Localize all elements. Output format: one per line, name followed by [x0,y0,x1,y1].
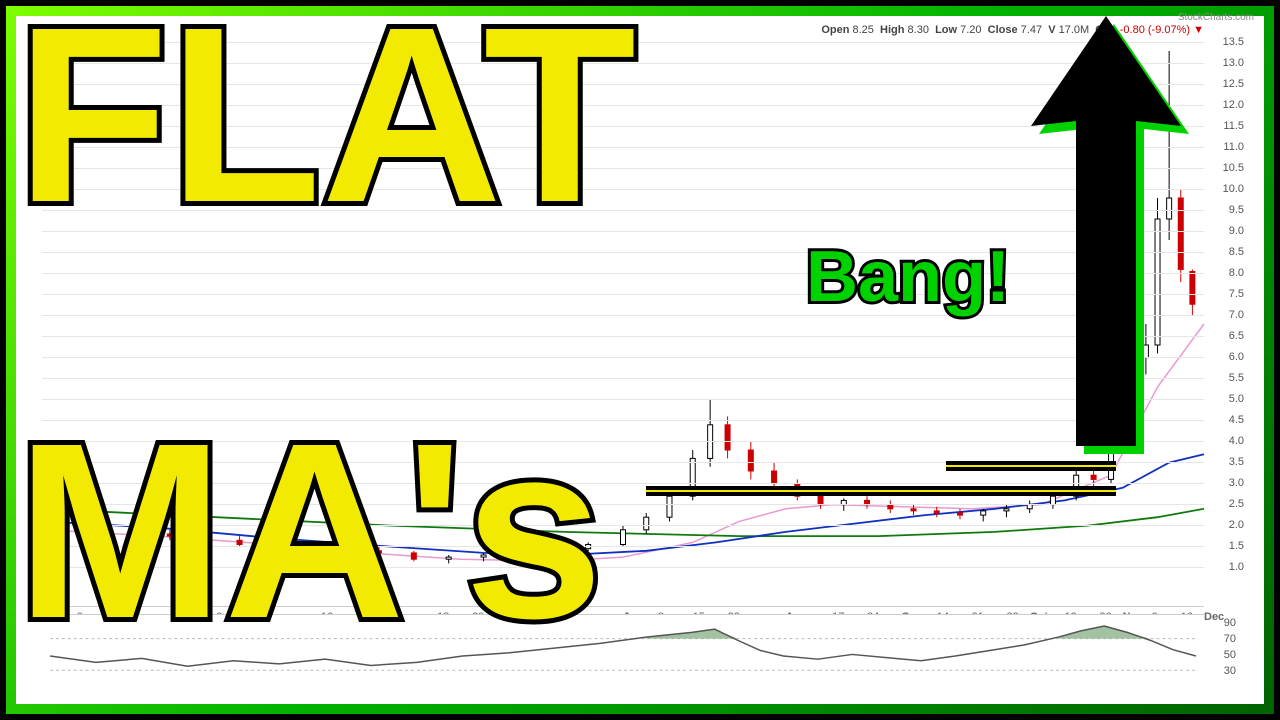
big-arrow [1006,6,1206,471]
bang-text: Bang! [806,236,1010,318]
mas-text: MA's [16,416,603,646]
thumbnail-frame: Open 8.25 High 8.30 Low 7.20 Close 7.47 … [6,6,1274,714]
flat-highlight-lower [646,486,1116,496]
flat-text: FLAT [16,0,636,230]
